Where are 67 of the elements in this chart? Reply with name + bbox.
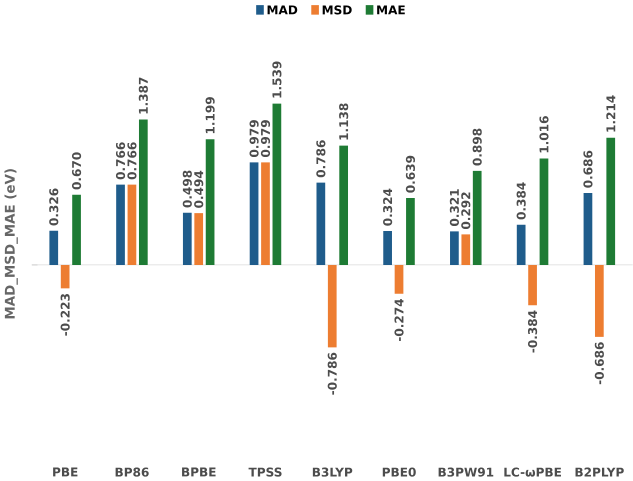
data-label: 0.766	[127, 142, 136, 180]
bar	[584, 192, 592, 265]
x-tick-label: PBE0	[382, 467, 416, 477]
data-label: 0.979	[260, 120, 270, 157]
x-tick-label: B3LYP	[312, 467, 352, 477]
data-label: -0.686	[594, 342, 604, 384]
bar	[528, 264, 537, 306]
x-tick-label: LC-ωPBE	[504, 467, 561, 477]
bar	[72, 194, 81, 265]
bar	[138, 120, 148, 265]
x-tick-label: BP86	[116, 467, 149, 477]
bar	[261, 162, 270, 265]
data-label: 0.670	[72, 152, 82, 190]
bar	[60, 264, 70, 288]
data-label: 0.384	[516, 182, 526, 220]
bar	[328, 264, 337, 348]
y-axis-title: MAD_MSD_MAE (eV)	[4, 169, 18, 318]
data-label: 0.686	[583, 150, 593, 188]
data-label: 1.539	[272, 61, 282, 98]
data-label: 0.979	[250, 120, 259, 157]
bar	[316, 182, 326, 265]
data-label: 0.766	[116, 142, 126, 180]
bar	[272, 104, 282, 265]
data-label: 0.639	[406, 156, 415, 193]
data-label: -0.786	[328, 352, 337, 395]
bar	[461, 234, 470, 265]
data-label: 0.898	[472, 128, 482, 166]
legend-label: MAE	[377, 5, 405, 14]
bar	[194, 213, 204, 265]
x-tick-label: B3PW91	[438, 467, 494, 477]
bar	[516, 224, 526, 265]
bar	[250, 162, 258, 265]
data-label: 0.498	[182, 170, 192, 208]
bar	[49, 230, 58, 265]
data-label: 0.292	[461, 192, 470, 229]
bar	[606, 138, 616, 265]
x-tick-label: BPBE	[182, 467, 216, 476]
data-label: 0.321	[450, 189, 459, 226]
data-label: 0.326	[49, 188, 58, 226]
bar	[594, 264, 604, 337]
bar	[540, 158, 548, 265]
data-label: 1.214	[606, 95, 616, 132]
x-tick-label: TPSS	[248, 467, 282, 477]
x-tick-label: PBE	[53, 467, 78, 476]
bar	[128, 184, 136, 265]
data-label: -0.274	[394, 298, 404, 341]
data-label: 0.494	[194, 170, 204, 208]
data-label: 0.786	[316, 140, 326, 178]
data-label: 1.199	[206, 97, 215, 134]
bar	[339, 146, 348, 265]
bar	[450, 231, 459, 265]
data-label: 0.324	[383, 188, 392, 226]
data-label: -0.223	[60, 294, 70, 336]
bar	[182, 212, 192, 265]
bar	[206, 139, 214, 265]
data-label: 1.016	[539, 116, 549, 152]
bar	[406, 198, 415, 265]
legend-label: MSD	[322, 5, 352, 14]
x-tick-label: B2PLYP	[576, 467, 624, 476]
data-label: 1.387	[138, 78, 148, 114]
legend-label: MAD	[268, 5, 298, 14]
bar	[383, 230, 392, 265]
bar	[394, 264, 404, 294]
data-label: 1.138	[339, 103, 348, 140]
bar	[116, 184, 125, 265]
bar	[472, 170, 482, 265]
data-label: -0.384	[528, 310, 538, 352]
